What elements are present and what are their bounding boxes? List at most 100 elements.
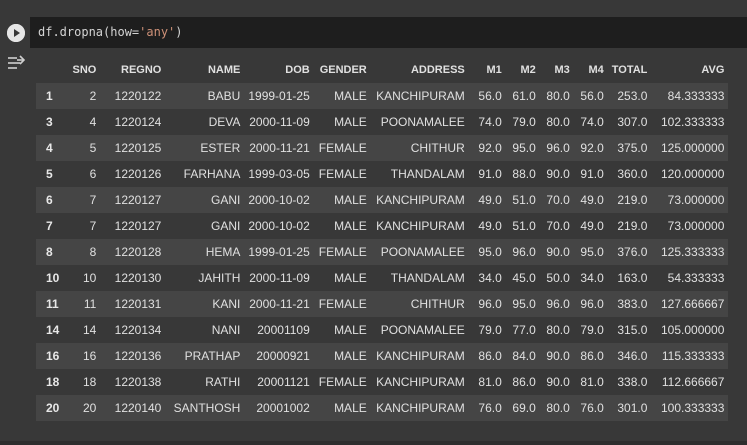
table-cell: 80.0 — [546, 115, 570, 129]
table-cell: 1220127 — [114, 219, 162, 233]
table-cell: 100.333333 — [661, 401, 725, 415]
row-index: 6 — [46, 193, 53, 207]
table-cell: 84.0 — [512, 349, 536, 363]
table-row: 6 7 1220127 GANI 2000-10-02 MALE KANCHIPURAM 49… — [36, 187, 729, 213]
table-row: 16 16 1220136 PRATHAP 20000921 MALE KANCHIPURA… — [36, 343, 729, 369]
table-cell: 90.0 — [546, 245, 570, 259]
cell-top-margin — [0, 0, 747, 16]
table-cell: 375.0 — [617, 141, 648, 155]
table-cell: 301.0 — [617, 401, 648, 415]
table-cell: 77.0 — [512, 323, 536, 337]
table-cell: 91.0 — [478, 167, 502, 181]
column-header: M3 — [539, 57, 574, 83]
table-cell: 50.0 — [546, 271, 570, 285]
table-cell: 79.0 — [580, 323, 604, 337]
table-cell: 96.0 — [580, 297, 604, 311]
table-cell: 1220131 — [114, 297, 162, 311]
table-cell: 2000-11-09 — [249, 271, 310, 285]
table-cell: JAHITH — [198, 271, 241, 285]
table-cell: 76.0 — [478, 401, 502, 415]
table-cell: 74.0 — [580, 115, 604, 129]
table-cell: CHITHUR — [410, 297, 465, 311]
table-cell: 7 — [89, 219, 97, 233]
table-cell: 14 — [83, 323, 97, 337]
table-cell: KANCHIPURAM — [376, 401, 465, 415]
table-cell: 125.333333 — [661, 245, 725, 259]
table-cell: FEMALE — [318, 167, 367, 181]
column-header: DOB — [244, 57, 314, 83]
column-header: M2 — [505, 57, 540, 83]
column-header: NAME — [165, 57, 245, 83]
table-cell: FEMALE — [318, 297, 367, 311]
table-cell: 49.0 — [478, 193, 502, 207]
row-index: 20 — [46, 401, 60, 415]
table-cell: 86.0 — [512, 375, 536, 389]
table-cell: 1220138 — [114, 375, 162, 389]
table-cell: 163.0 — [617, 271, 648, 285]
code-editor[interactable]: df.dropna(how='any') — [30, 17, 747, 48]
row-index: 11 — [46, 297, 59, 311]
row-index: 1 — [46, 89, 53, 103]
dataframe-table: SNO REGNO NAME DOB GENDER ADDRESS M1 M2 M3 M4 TOTA… — [36, 57, 729, 421]
table-cell: FEMALE — [318, 141, 367, 155]
table-cell: 219.0 — [617, 219, 648, 233]
table-cell: KANCHIPURAM — [376, 219, 465, 233]
table-cell: THANDALAM — [390, 167, 465, 181]
table-cell: 1220136 — [114, 349, 162, 363]
table-cell: MALE — [334, 401, 367, 415]
column-header: GENDER — [313, 57, 371, 83]
table-cell: 51.0 — [512, 219, 536, 233]
table-cell: POONAMALEE — [380, 323, 465, 337]
table-cell: 34.0 — [580, 271, 604, 285]
table-cell: 307.0 — [617, 115, 648, 129]
table-cell: 34.0 — [478, 271, 502, 285]
run-cell-button[interactable] — [7, 24, 25, 42]
table-cell: THANDALAM — [390, 271, 465, 285]
table-cell: 73.000000 — [667, 193, 725, 207]
row-index: 18 — [46, 375, 60, 389]
table-cell: MALE — [334, 323, 367, 337]
table-row: 20 20 1220140 SANTHOSH 20001002 MALE KANCHIPUR… — [36, 395, 729, 421]
table-row: 4 5 1220125 ESTER 2000-11-21 FEMALE CHITHUR 92.… — [36, 135, 729, 161]
table-row: 14 14 1220134 NANI 20001109 MALE POONAMALEE 79.… — [36, 317, 729, 343]
table-cell: 2000-10-02 — [248, 193, 310, 207]
table-cell: 56.0 — [580, 89, 604, 103]
table-cell: 2000-11-09 — [249, 115, 310, 129]
table-header-row: SNO REGNO NAME DOB GENDER ADDRESS M1 M2 M3 M4 TOTA… — [36, 57, 729, 83]
table-cell: POONAMALEE — [380, 115, 465, 129]
table-cell: FARHANA — [183, 167, 241, 181]
table-cell: 90.0 — [546, 167, 570, 181]
table-row: 5 6 1220126 FARHANA 1999-03-05 FEMALE THANDALA… — [36, 161, 729, 187]
table-cell: 92.0 — [580, 141, 604, 155]
table-cell: 96.0 — [512, 245, 536, 259]
table-cell: POONAMALEE — [380, 245, 465, 259]
table-row: 10 10 1220130 JAHITH 2000-11-09 MALE THANDALAM… — [36, 265, 729, 291]
table-cell: 45.0 — [512, 271, 536, 285]
table-cell: 5 — [89, 141, 97, 155]
column-header: M1 — [468, 57, 506, 83]
table-cell: 79.0 — [478, 323, 502, 337]
table-cell: RATHI — [205, 375, 241, 389]
table-cell: FEMALE — [318, 375, 367, 389]
table-cell: 49.0 — [478, 219, 502, 233]
table-cell: 92.0 — [478, 141, 502, 155]
output-toggle-button[interactable] — [7, 55, 26, 71]
code-suffix: ) — [175, 25, 183, 39]
table-cell: 81.0 — [478, 375, 502, 389]
table-cell: 338.0 — [617, 375, 648, 389]
table-cell: 1999-01-25 — [248, 89, 310, 103]
column-header: SNO — [63, 57, 101, 83]
table-body: 1 2 1220122 BABU 1999-01-25 MALE KANCHIPURAM 56… — [36, 83, 729, 421]
table-cell: 127.666667 — [661, 297, 725, 311]
table-cell: MALE — [334, 115, 367, 129]
table-cell: 1220140 — [114, 401, 162, 415]
table-cell: MALE — [334, 219, 367, 233]
table-row: 7 7 1220127 GANI 2000-10-02 MALE KANCHIPURAM 49… — [36, 213, 729, 239]
column-header: M4 — [573, 57, 608, 83]
table-cell: 95.0 — [512, 297, 536, 311]
table-cell: MALE — [334, 349, 367, 363]
row-index: 3 — [46, 115, 53, 129]
table-cell: 120.000000 — [661, 167, 725, 181]
table-cell: KANI — [212, 297, 241, 311]
